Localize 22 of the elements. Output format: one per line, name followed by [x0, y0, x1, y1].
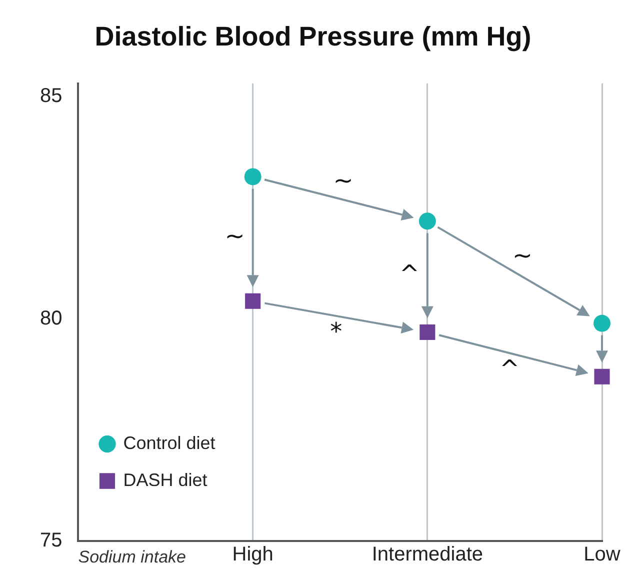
x-tick-label: Low	[584, 544, 621, 566]
point	[244, 168, 262, 186]
point	[420, 324, 436, 340]
point	[594, 368, 610, 384]
x-tick-label: Intermediate	[372, 544, 483, 566]
legend-label: DASH diet	[123, 470, 208, 490]
y-tick-label: 80	[40, 307, 62, 330]
point	[594, 314, 610, 332]
y-tick-label: 85	[40, 85, 62, 108]
annotation: ~	[224, 222, 245, 250]
x-tick-label: High	[232, 544, 274, 566]
chart-title: Diastolic Blood Pressure (mm Hg)	[94, 22, 532, 52]
point	[418, 212, 436, 230]
point	[245, 293, 261, 309]
annotation: ^	[499, 354, 520, 383]
legend-label: Control diet	[123, 432, 216, 453]
annotation: *	[330, 317, 342, 346]
annotation: ~	[333, 166, 354, 194]
annotation: ~	[512, 241, 532, 270]
x-axis-title: Sodium intake	[78, 548, 186, 567]
annotation: ^	[399, 260, 420, 288]
y-tick-label: 75	[40, 530, 62, 552]
